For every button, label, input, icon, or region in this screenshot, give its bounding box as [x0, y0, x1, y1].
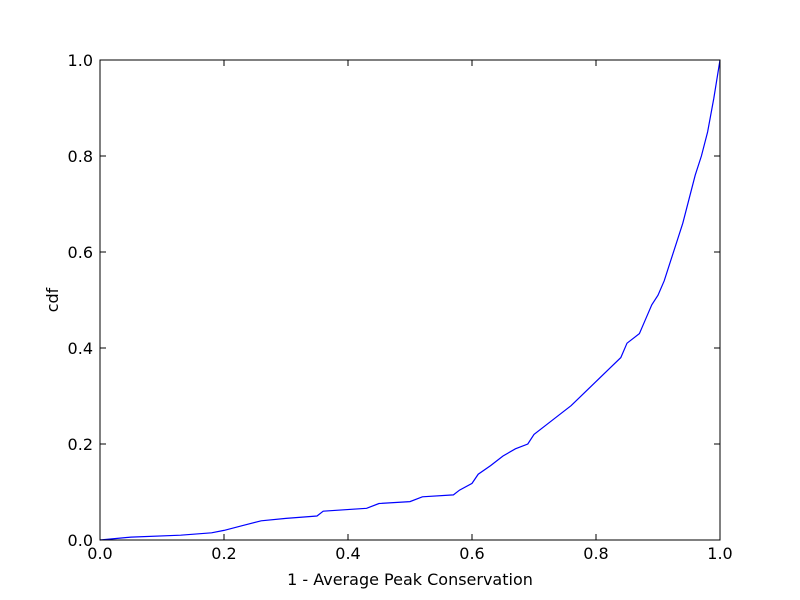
x-axis-label: 1 - Average Peak Conservation — [287, 570, 533, 589]
y-axis-label: cdf — [43, 287, 62, 312]
line — [99, 59, 721, 541]
y-tick-label: 0.0 — [68, 531, 93, 550]
y-tick-label: 0.8 — [68, 147, 93, 166]
x-tick-label: 1.0 — [707, 544, 732, 563]
plot-frame — [99, 59, 721, 541]
x-tick-label: 0.2 — [211, 544, 236, 563]
y-tick-label: 0.2 — [68, 435, 93, 454]
y-tick-label: 0.4 — [68, 339, 93, 358]
y-tick-label: 1.0 — [68, 51, 93, 70]
y-tick-label: 0.6 — [68, 243, 93, 262]
x-tick-label: 0.8 — [583, 544, 608, 563]
x-tick-label: 0.6 — [459, 544, 484, 563]
x-tick-label: 0.4 — [335, 544, 360, 563]
x-tick-label: 0.0 — [87, 544, 112, 563]
